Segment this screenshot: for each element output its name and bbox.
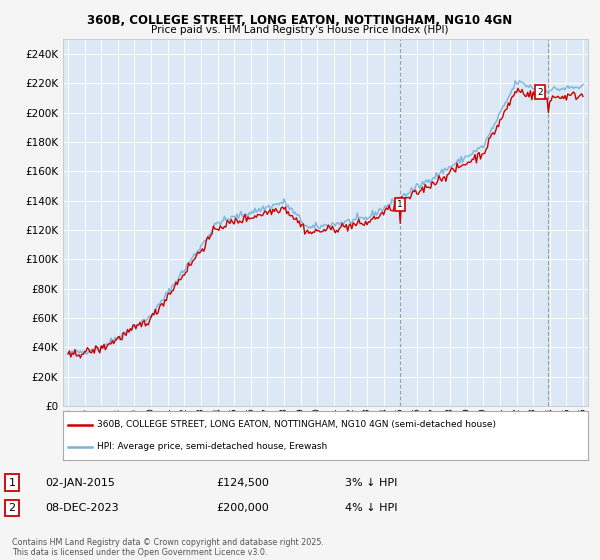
Text: £124,500: £124,500 — [216, 478, 269, 488]
Text: 2: 2 — [538, 87, 543, 96]
Text: 3% ↓ HPI: 3% ↓ HPI — [345, 478, 397, 488]
Text: 360B, COLLEGE STREET, LONG EATON, NOTTINGHAM, NG10 4GN: 360B, COLLEGE STREET, LONG EATON, NOTTIN… — [88, 14, 512, 27]
Text: 4% ↓ HPI: 4% ↓ HPI — [345, 503, 398, 513]
Text: 2: 2 — [8, 503, 16, 513]
Text: 08-DEC-2023: 08-DEC-2023 — [45, 503, 119, 513]
Text: Contains HM Land Registry data © Crown copyright and database right 2025.
This d: Contains HM Land Registry data © Crown c… — [12, 538, 324, 557]
Text: 1: 1 — [8, 478, 16, 488]
Text: HPI: Average price, semi-detached house, Erewash: HPI: Average price, semi-detached house,… — [97, 442, 328, 451]
Text: Price paid vs. HM Land Registry's House Price Index (HPI): Price paid vs. HM Land Registry's House … — [151, 25, 449, 35]
Text: 1: 1 — [397, 200, 403, 209]
Text: £200,000: £200,000 — [216, 503, 269, 513]
Text: 02-JAN-2015: 02-JAN-2015 — [45, 478, 115, 488]
Text: 360B, COLLEGE STREET, LONG EATON, NOTTINGHAM, NG10 4GN (semi-detached house): 360B, COLLEGE STREET, LONG EATON, NOTTIN… — [97, 421, 496, 430]
